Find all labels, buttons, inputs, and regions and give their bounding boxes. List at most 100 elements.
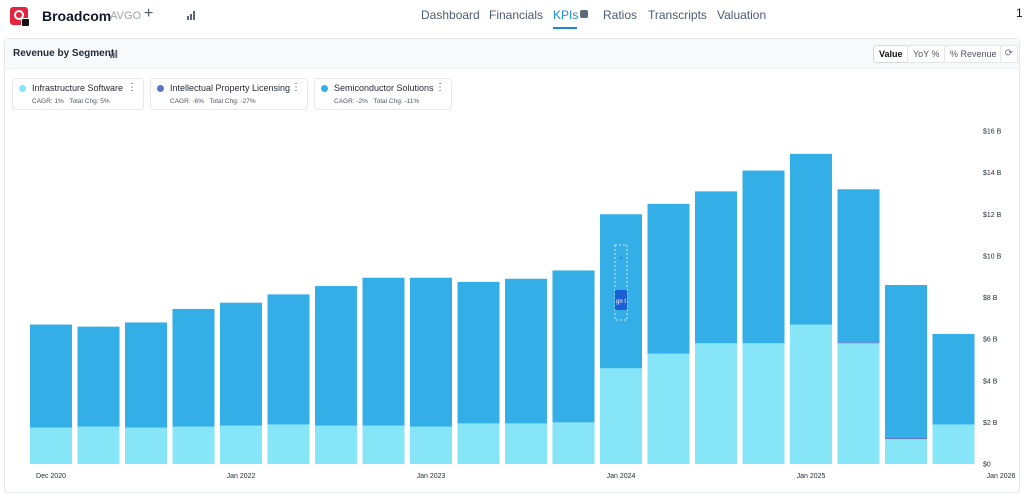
legend-cagr: CAGR: -2%	[334, 98, 368, 105]
right-edge-label: 1	[1016, 6, 1023, 20]
legend-total-change: Total Chg: -11%	[373, 98, 420, 105]
tooltip-button[interactable]	[615, 290, 627, 310]
bar-infrastructure-software-q20[interactable]	[932, 424, 975, 464]
company-name[interactable]: Broadcom	[42, 8, 112, 24]
bar-infrastructure-software-q14[interactable]	[647, 353, 690, 464]
bar-semiconductor-solutions-q6[interactable]	[267, 294, 310, 425]
bar-intellectual-property-licensing-q18[interactable]	[837, 342, 880, 344]
bar-semiconductor-solutions-q14[interactable]	[647, 203, 690, 354]
legend-cagr: CAGR: 1%	[32, 98, 64, 105]
bar-infrastructure-software-q4[interactable]	[172, 426, 215, 464]
bar-infrastructure-software-q3[interactable]	[125, 427, 167, 464]
bar-infrastructure-software-q8[interactable]	[362, 425, 405, 464]
y-axis: $0 $2 B $4 B $6 B $8 B $10 B $12 B $14 B $16 B	[983, 129, 1002, 469]
x-tick-label: Jan 2026	[987, 473, 1016, 480]
chart-bars-icon[interactable]	[187, 10, 197, 20]
x-axis: Dec 2020 Jan 2022 Jan 2023 Jan 2024 Jan 2025…	[36, 473, 1016, 480]
app-logo[interactable]	[10, 7, 30, 27]
bar-infrastructure-software-q9[interactable]	[410, 426, 452, 464]
legend-label: Semiconductor Solutions	[334, 83, 434, 93]
bar-semiconductor-solutions-q3[interactable]	[125, 322, 167, 428]
legend-stats: CAGR: 1% Total Chg: 5%	[32, 98, 110, 105]
y-tick-label: $14 B	[983, 170, 1002, 177]
legend-total-change: Total Chg: -27%	[209, 98, 256, 105]
main-nav: Dashboard Financials KPIs Ratios Transcr…	[0, 8, 1024, 29]
legend-stats: CAGR: -6% Total Chg: -27%	[170, 98, 256, 105]
bar-infrastructure-software-q2[interactable]	[77, 426, 120, 464]
legend-swatch	[19, 85, 26, 92]
bar-infrastructure-software-q7[interactable]	[315, 425, 357, 464]
bar-infrastructure-software-q18[interactable]	[837, 343, 880, 464]
tab-kpis[interactable]: KPIs	[553, 8, 579, 22]
tab-financials[interactable]: Financials	[489, 8, 544, 22]
bar-semiconductor-solutions-q5[interactable]	[220, 302, 262, 426]
bar-infrastructure-software-q19[interactable]	[885, 439, 927, 464]
bar-semiconductor-solutions-q9[interactable]	[410, 277, 452, 427]
chevron-up-icon[interactable]: ⌃	[618, 256, 625, 265]
bar-infrastructure-software-q16[interactable]	[742, 343, 785, 464]
more-vertical-icon[interactable]: ⋮	[291, 82, 301, 93]
tab-transcripts[interactable]: Transcripts	[648, 8, 707, 22]
tooltip-label: gn t	[616, 299, 626, 305]
bar-semiconductor-solutions-q2[interactable]	[77, 326, 120, 427]
panel-title: Revenue by Segment	[13, 48, 115, 59]
drag-handle-frame[interactable]	[614, 244, 628, 321]
x-tick-label: Jan 2024	[607, 473, 636, 480]
bar-infrastructure-software-q12[interactable]	[552, 422, 595, 464]
legend-swatch	[321, 85, 328, 92]
y-tick-label: $16 B	[983, 129, 1002, 136]
bar-semiconductor-solutions-q16[interactable]	[742, 170, 785, 344]
top-bar: Broadcom · AVGO + Dashboard Financials K…	[0, 0, 1024, 30]
kpi-badge-icon	[580, 10, 588, 18]
bar-infrastructure-software-q13[interactable]	[600, 368, 642, 464]
bar-semiconductor-solutions-q18[interactable]	[837, 189, 880, 343]
chart-bars-icon[interactable]	[110, 49, 119, 58]
bar-semiconductor-solutions-q17[interactable]	[790, 153, 832, 325]
legend-label: Infrastructure Software	[32, 83, 124, 93]
bar-infrastructure-software-q15[interactable]	[695, 343, 737, 464]
legend-item-infrastructure-software[interactable]: Infrastructure Software CAGR: 1% Total C…	[12, 78, 144, 110]
bar-infrastructure-software-q17[interactable]	[790, 324, 832, 464]
legend-total-change: Total Chg: 5%	[69, 98, 110, 105]
legend-label: Intellectual Property Licensing	[170, 83, 291, 93]
bar-infrastructure-software-q10[interactable]	[457, 423, 500, 464]
bar-infrastructure-software-q11[interactable]	[505, 423, 547, 464]
tab-valuation[interactable]: Valuation	[717, 8, 767, 22]
y-tick-label: $4 B	[983, 378, 998, 385]
bar-semiconductor-solutions-q1[interactable]	[30, 324, 72, 428]
y-tick-label: $12 B	[983, 212, 1002, 219]
x-tick-label: Jan 2023	[417, 473, 446, 480]
ticker-label: · AVGO	[104, 10, 142, 22]
add-button[interactable]: +	[144, 5, 154, 22]
bar-semiconductor-solutions-q19[interactable]	[885, 285, 927, 438]
more-vertical-icon[interactable]: ⋮	[127, 82, 137, 93]
tab-ratios[interactable]: Ratios	[603, 8, 638, 22]
bar-semiconductor-solutions-q10[interactable]	[457, 281, 500, 424]
legend-item-ip-licensing[interactable]: Intellectual Property Licensing CAGR: -6…	[150, 78, 308, 110]
bar-intellectual-property-licensing-q19[interactable]	[885, 437, 927, 440]
legend-item-semiconductor-solutions[interactable]: Semiconductor Solutions CAGR: -2% Total …	[314, 78, 452, 110]
tab-dashboard[interactable]: Dashboard	[421, 8, 480, 22]
bar-infrastructure-software-q1[interactable]	[30, 427, 72, 464]
refresh-icon[interactable]: ⟳	[1000, 45, 1018, 63]
bar-semiconductor-solutions-q4[interactable]	[172, 308, 215, 427]
bar-infrastructure-software-q6[interactable]	[267, 424, 310, 464]
y-tick-label: $10 B	[983, 253, 1002, 260]
legend-stats: CAGR: -2% Total Chg: -11%	[334, 98, 419, 105]
active-tab-indicator	[553, 27, 577, 29]
bar-infrastructure-software-q5[interactable]	[220, 425, 262, 464]
drag-tooltip[interactable]: ⌃ gn t	[614, 244, 628, 321]
more-vertical-icon[interactable]: ⋮	[435, 82, 445, 93]
y-tick-label: $6 B	[983, 337, 998, 344]
x-tick-label: Jan 2025	[797, 473, 826, 480]
y-tick-label: $2 B	[983, 420, 998, 427]
bar-semiconductor-solutions-q11[interactable]	[505, 278, 547, 424]
bar-semiconductor-solutions-q12[interactable]	[552, 270, 595, 423]
bar-semiconductor-solutions-q7[interactable]	[315, 286, 357, 426]
bar-semiconductor-solutions-q8[interactable]	[362, 277, 405, 426]
bar-semiconductor-solutions-q20[interactable]	[932, 333, 975, 425]
bar-semiconductor-solutions-q15[interactable]	[695, 191, 737, 344]
x-tick-label: Dec 2020	[36, 473, 66, 480]
y-tick-label: $8 B	[983, 295, 998, 302]
